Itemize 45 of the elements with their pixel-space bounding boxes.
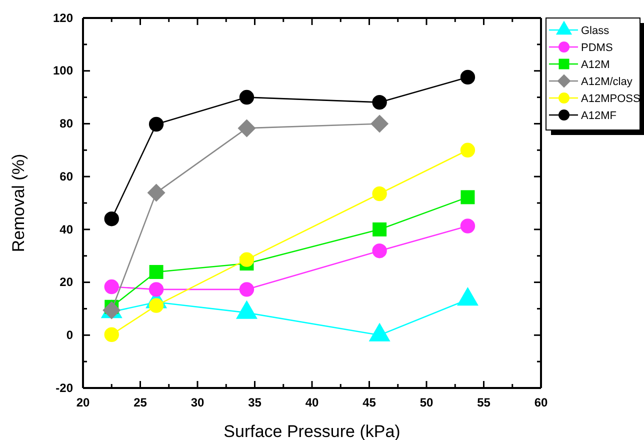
point bbox=[372, 186, 387, 202]
legend-label: A12MF bbox=[581, 110, 617, 122]
point bbox=[148, 282, 164, 297]
legend-label: A12MPOSS bbox=[581, 93, 640, 105]
y-tick-label: 20 bbox=[60, 275, 74, 290]
point bbox=[239, 90, 254, 105]
legend-label: A12M/clay bbox=[581, 76, 633, 88]
y-tick-label: 100 bbox=[52, 64, 74, 78]
legend-label: Glass bbox=[581, 25, 610, 37]
point bbox=[460, 190, 475, 204]
y-tick-label: 120 bbox=[52, 10, 74, 25]
point bbox=[372, 222, 387, 236]
y-tick-label: 40 bbox=[60, 222, 74, 236]
y-tick-label: -20 bbox=[56, 380, 74, 395]
legend-label: A12M bbox=[581, 59, 610, 71]
point bbox=[460, 142, 476, 158]
x-tick-label: 30 bbox=[190, 396, 204, 410]
legend-label: PDMS bbox=[581, 42, 613, 54]
point bbox=[148, 116, 164, 132]
point bbox=[148, 298, 164, 313]
point bbox=[104, 212, 119, 226]
y-tick-label: 0 bbox=[66, 328, 74, 342]
x-tick-label: 60 bbox=[534, 396, 548, 410]
x-tick-label: 50 bbox=[420, 396, 434, 410]
x-tick-label: 20 bbox=[76, 396, 90, 410]
point bbox=[460, 218, 476, 234]
x-tick-label: 35 bbox=[248, 396, 262, 410]
x-tick-label: 25 bbox=[134, 396, 148, 410]
point bbox=[104, 327, 119, 342]
point bbox=[460, 70, 476, 85]
x-tick-label: 45 bbox=[362, 396, 376, 410]
x-tick-label: 40 bbox=[305, 396, 319, 410]
point bbox=[147, 184, 166, 202]
x-tick-label: 55 bbox=[477, 396, 491, 410]
point bbox=[149, 264, 164, 279]
point bbox=[370, 114, 389, 133]
point bbox=[239, 252, 254, 267]
point bbox=[239, 282, 254, 297]
point bbox=[372, 94, 387, 110]
y-tick-label: 60 bbox=[60, 169, 74, 184]
point bbox=[372, 243, 387, 258]
point bbox=[104, 279, 119, 294]
y-axis-title: Removal (%) bbox=[9, 154, 28, 252]
y-tick-label: 80 bbox=[60, 116, 74, 131]
point bbox=[238, 119, 256, 138]
